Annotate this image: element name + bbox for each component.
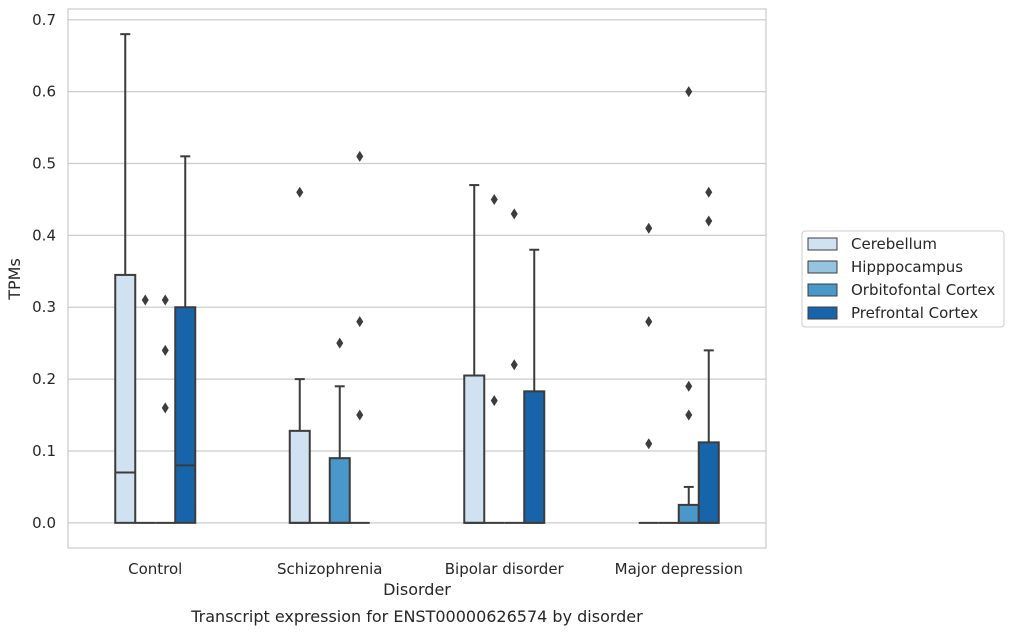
legend-label: Orbitofontal Cortex	[851, 281, 995, 299]
box-cerebellum-control	[114, 33, 137, 524]
y-axis-label: TPMs	[5, 258, 24, 301]
box-prefrontal-cortex-major-depression	[697, 186, 720, 524]
outlier-point	[161, 294, 169, 306]
outlier-point	[356, 150, 364, 162]
box-groups	[114, 33, 720, 524]
legend-label: Hipppocampus	[851, 258, 963, 276]
x-tick-label: Schizophrenia	[277, 560, 382, 578]
outlier-point	[490, 395, 498, 407]
legend-swatch	[807, 306, 838, 320]
y-tick-label: 0.0	[32, 514, 56, 532]
outlier-point	[161, 402, 169, 414]
legend-label: Prefrontal Cortex	[851, 304, 978, 322]
outlier-point	[645, 438, 653, 450]
box-body	[288, 429, 311, 524]
y-tick-label: 0.7	[32, 11, 56, 29]
outlier-point	[356, 316, 364, 328]
outlier-point	[161, 344, 169, 356]
outlier-point	[490, 193, 498, 205]
outlier-point	[685, 409, 693, 421]
box-body	[328, 457, 351, 524]
outlier-point	[705, 215, 713, 227]
legend: Cerebellum Hipppocampus Orbitofontal Corte…	[801, 230, 1005, 328]
legend-label: Cerebellum	[851, 235, 937, 253]
legend-swatch	[807, 283, 838, 297]
plot-area-frame	[67, 8, 767, 549]
box-orbitofontal-cortex-bipolar-disorder	[504, 208, 525, 524]
box-prefrontal-cortex-bipolar-disorder	[523, 248, 546, 524]
box-cerebellum-major-depression	[638, 222, 659, 524]
box-cerebellum-schizophrenia	[288, 186, 311, 524]
box-body	[523, 390, 546, 524]
outlier-point	[705, 186, 713, 198]
x-tick-label: Control	[128, 560, 182, 578]
y-tick-label: 0.1	[32, 442, 56, 460]
y-tick-label: 0.4	[32, 226, 56, 244]
box-body	[174, 306, 197, 524]
y-tick-label: 0.6	[32, 83, 56, 101]
box-orbitofontal-cortex-schizophrenia	[328, 337, 351, 524]
box-body	[463, 374, 486, 524]
y-tick-labels: 0.0 0.1 0.2 0.3 0.4 0.5 0.6 0.7	[32, 11, 56, 532]
x-tick-label: Major depression	[615, 560, 743, 578]
outlier-point	[510, 359, 518, 371]
box-prefrontal-cortex-schizophrenia	[349, 150, 370, 524]
legend-swatch	[807, 260, 838, 274]
outlier-point	[645, 316, 653, 328]
gridlines	[68, 19, 766, 524]
y-tick-label: 0.5	[32, 155, 56, 173]
outlier-point	[685, 380, 693, 392]
x-axis-label: Disorder	[383, 580, 451, 599]
box-orbitofontal-cortex-control	[155, 294, 176, 524]
outlier-point	[356, 409, 364, 421]
outlier-point	[141, 294, 149, 306]
box-body	[697, 441, 720, 524]
box-hipppocampus-control	[135, 294, 156, 524]
y-tick-label: 0.3	[32, 298, 56, 316]
outlier-point	[645, 222, 653, 234]
outlier-point	[510, 208, 518, 220]
outlier-point	[685, 86, 693, 98]
outlier-point	[336, 337, 344, 349]
legend-swatch	[807, 237, 838, 251]
box-body	[677, 503, 700, 524]
box-body	[114, 273, 137, 524]
box-hipppocampus-bipolar-disorder	[484, 193, 505, 524]
y-tick-label: 0.2	[32, 370, 56, 388]
outlier-point	[296, 186, 304, 198]
legend-frame	[801, 230, 1005, 328]
chart-caption: Transcript expression for ENST0000062657…	[190, 607, 643, 626]
x-tick-label: Bipolar disorder	[445, 560, 565, 578]
legend-items: Cerebellum Hipppocampus Orbitofontal Corte…	[807, 235, 995, 322]
box-prefrontal-cortex-control	[174, 155, 197, 524]
box-orbitofontal-cortex-major-depression	[677, 86, 700, 524]
x-tick-labels: Control Schizophrenia Bipolar disorder Majo…	[128, 560, 743, 578]
box-cerebellum-bipolar-disorder	[463, 184, 486, 524]
